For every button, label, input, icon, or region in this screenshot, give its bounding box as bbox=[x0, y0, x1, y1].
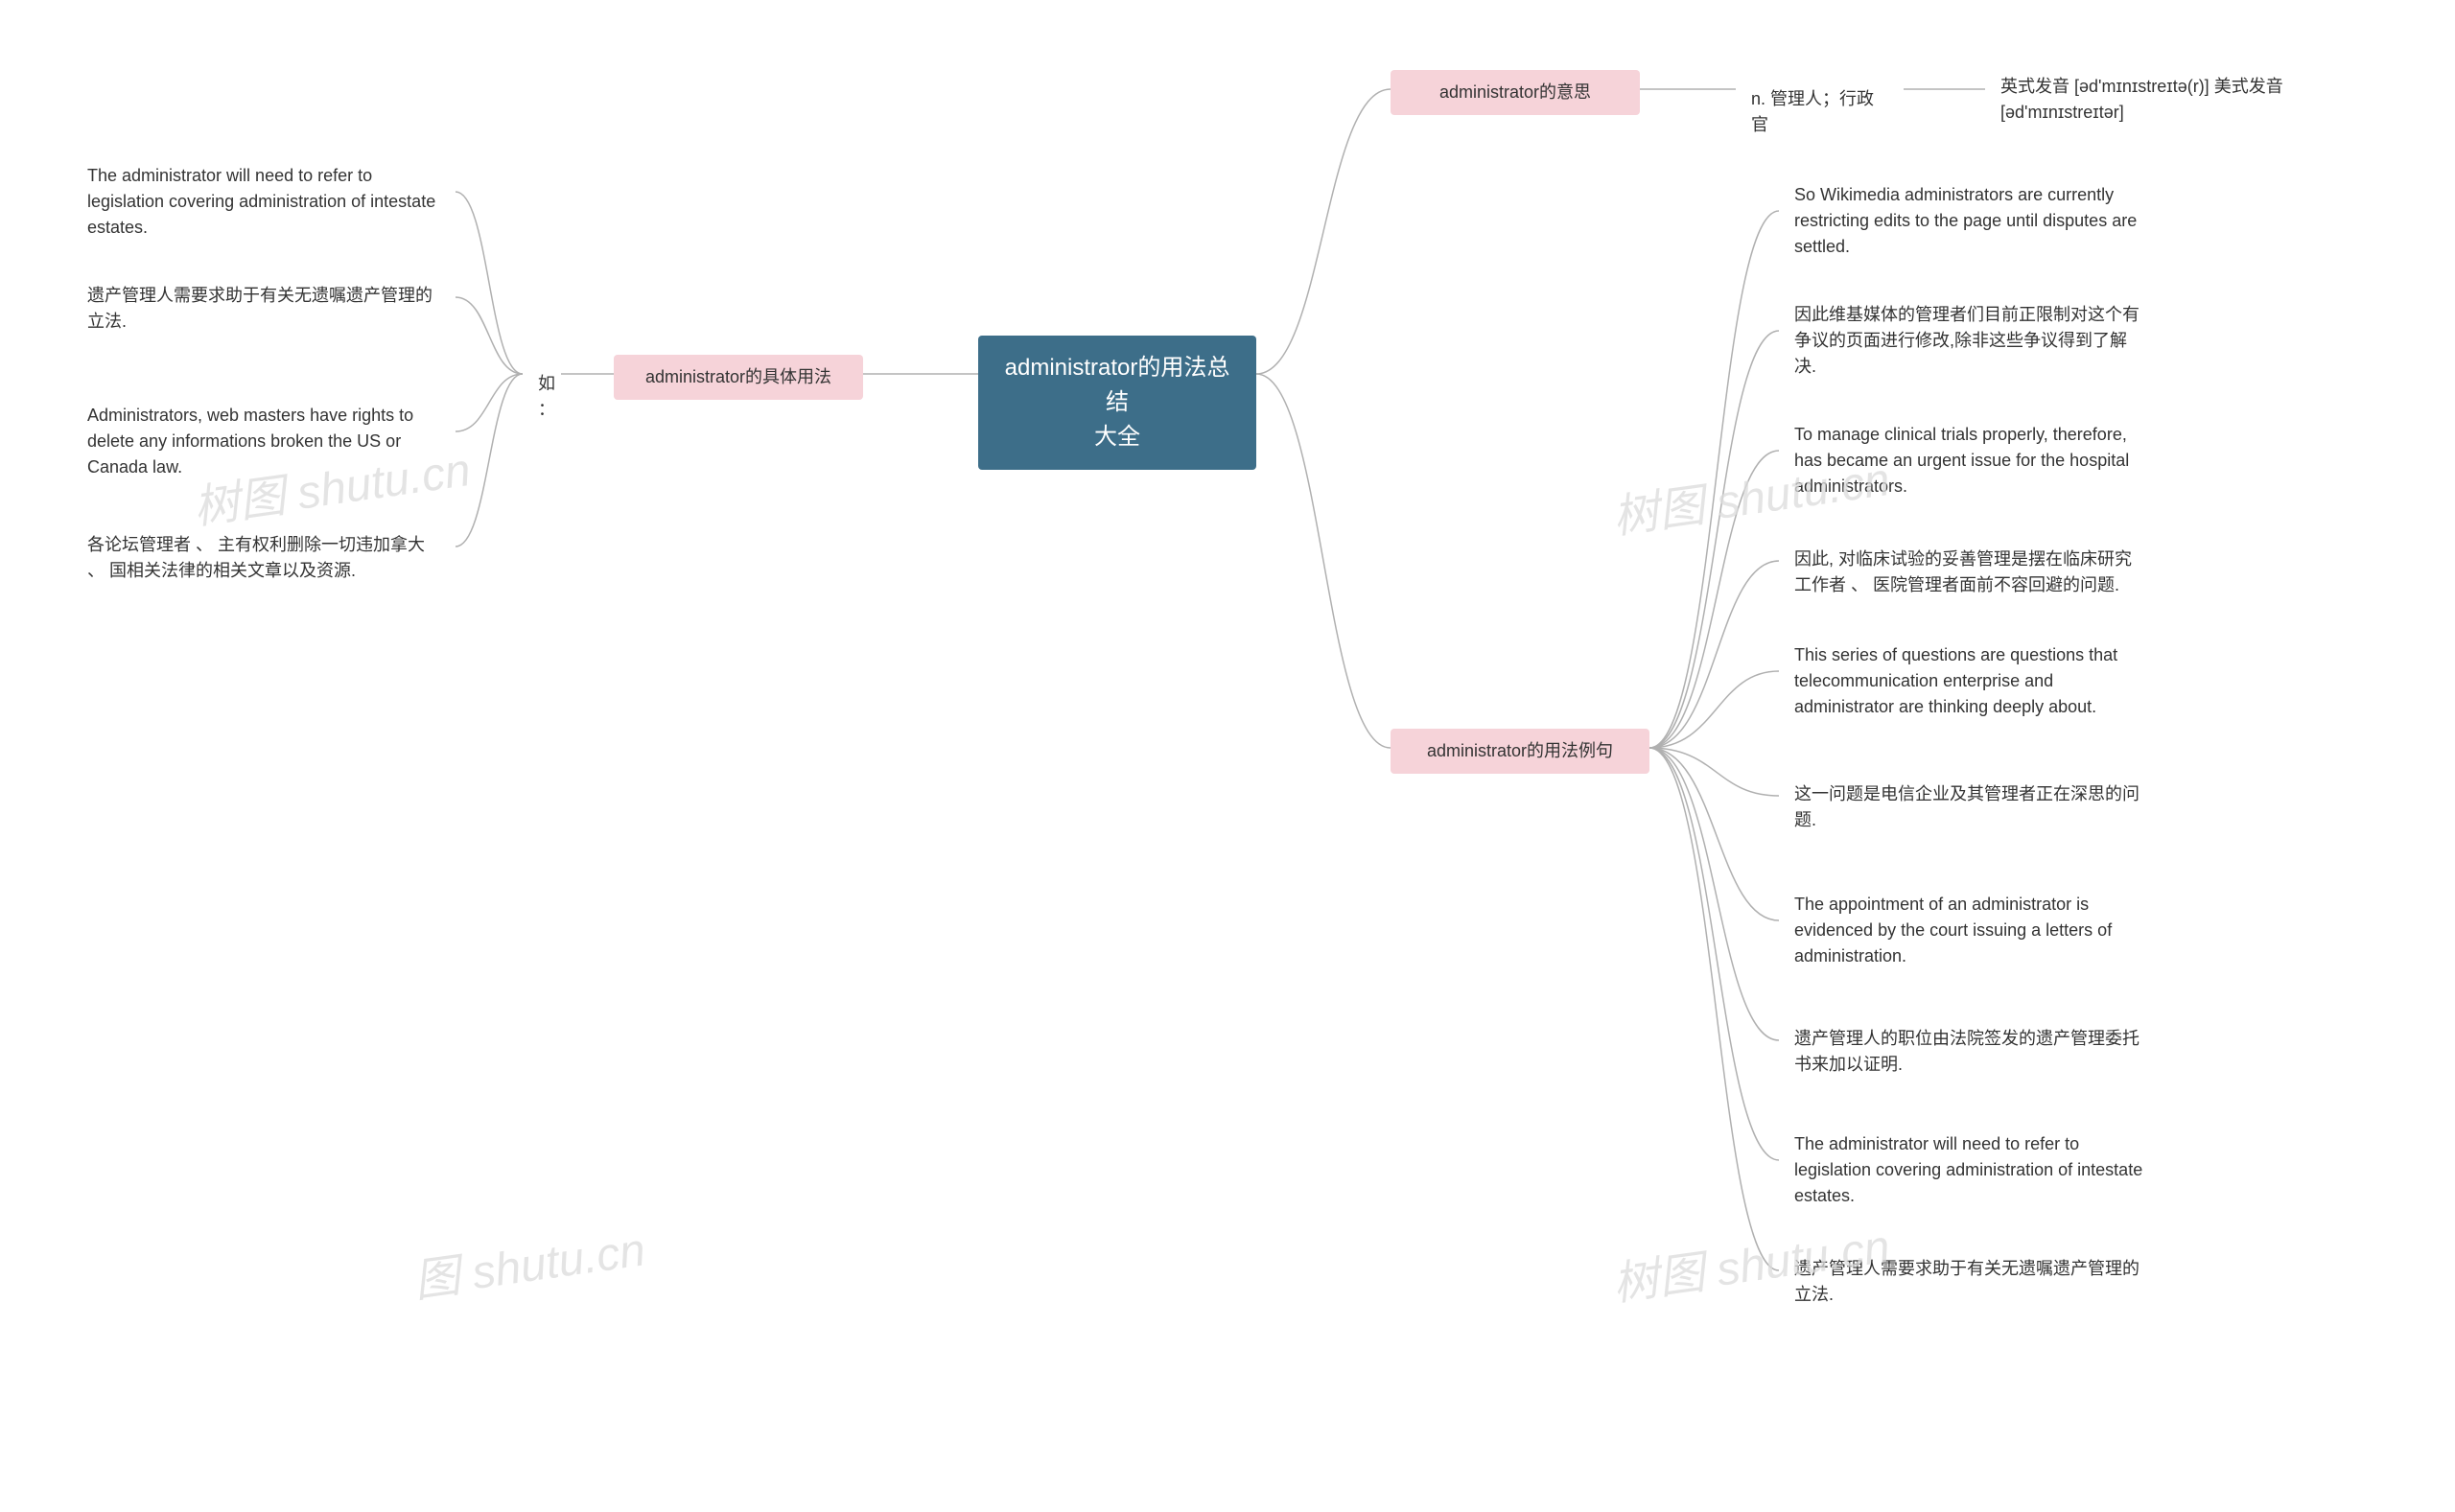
example-text: The administrator will need to refer to … bbox=[1794, 1134, 2142, 1205]
example-text: 因此维基媒体的管理者们目前正限制对这个有争议的页面进行修改,除非这些争议得到了解… bbox=[1794, 305, 2139, 376]
example-text: So Wikimedia administrators are currentl… bbox=[1794, 185, 2137, 256]
example-text: 这一问题是电信企业及其管理者正在深思的问题. bbox=[1794, 784, 2139, 829]
usage-prefix-text: 如： bbox=[538, 374, 555, 419]
watermark-text: 图 shutu.cn bbox=[410, 1224, 648, 1307]
meaning-pronunciation-text: 英式发音 [əd'mɪnɪstreɪtə(r)] 美式发音 [əd'mɪnɪst… bbox=[2000, 77, 2283, 122]
usage-text: The administrator will need to refer to … bbox=[87, 166, 435, 237]
example-text: 遗产管理人的职位由法院签发的遗产管理委托书来加以证明. bbox=[1794, 1029, 2139, 1074]
usage-text: Administrators, web masters have rights … bbox=[87, 406, 413, 477]
usage-text: 各论坛管理者 、 主有权利删除一切违加拿大 、 国相关法律的相关文章以及资源. bbox=[87, 535, 425, 580]
root-label: administrator的用法总结大全 bbox=[1005, 355, 1230, 450]
example-text: To manage clinical trials properly, ther… bbox=[1794, 425, 2129, 496]
example-item-6: The appointment of an administrator is e… bbox=[1779, 882, 2163, 979]
root-node: administrator的用法总结大全 bbox=[978, 336, 1256, 470]
example-item-7: 遗产管理人的职位由法院签发的遗产管理委托书来加以证明. bbox=[1779, 1016, 2163, 1087]
usage-item-1: 遗产管理人需要求助于有关无遗嘱遗产管理的立法. bbox=[72, 273, 456, 344]
example-item-5: 这一问题是电信企业及其管理者正在深思的问题. bbox=[1779, 772, 2163, 843]
branch-usage: administrator的具体用法 bbox=[614, 355, 863, 400]
example-item-3: 因此, 对临床试验的妥善管理是摆在临床研究工作者 、 医院管理者面前不容回避的问… bbox=[1779, 537, 2163, 608]
example-item-9: 遗产管理人需要求助于有关无遗嘱遗产管理的立法. bbox=[1779, 1246, 2163, 1317]
usage-text: 遗产管理人需要求助于有关无遗嘱遗产管理的立法. bbox=[87, 286, 433, 331]
meaning-definition-text: n. 管理人；行政官 bbox=[1751, 89, 1874, 134]
branch-examples: administrator的用法例句 bbox=[1391, 729, 1649, 774]
branch-usage-label: administrator的具体用法 bbox=[645, 367, 831, 386]
usage-prefix: 如： bbox=[523, 361, 566, 432]
branch-meaning-label: administrator的意思 bbox=[1439, 82, 1591, 102]
branch-meaning: administrator的意思 bbox=[1391, 70, 1640, 115]
example-item-4: This series of questions are questions t… bbox=[1779, 633, 2163, 730]
meaning-definition: n. 管理人；行政官 bbox=[1736, 77, 1904, 148]
example-item-2: To manage clinical trials properly, ther… bbox=[1779, 412, 2163, 509]
meaning-pronunciation: 英式发音 [əd'mɪnɪstreɪtə(r)] 美式发音 [əd'mɪnɪst… bbox=[1985, 64, 2369, 135]
example-text: The appointment of an administrator is e… bbox=[1794, 895, 2112, 965]
usage-item-3: 各论坛管理者 、 主有权利删除一切违加拿大 、 国相关法律的相关文章以及资源. bbox=[72, 523, 456, 593]
example-item-0: So Wikimedia administrators are currentl… bbox=[1779, 173, 2163, 269]
watermark: 图 shutu.cn bbox=[409, 1211, 648, 1310]
branch-examples-label: administrator的用法例句 bbox=[1427, 741, 1613, 760]
example-text: This series of questions are questions t… bbox=[1794, 645, 2117, 716]
usage-item-0: The administrator will need to refer to … bbox=[72, 153, 456, 250]
example-item-1: 因此维基媒体的管理者们目前正限制对这个有争议的页面进行修改,除非这些争议得到了解… bbox=[1779, 292, 2163, 389]
example-text: 遗产管理人需要求助于有关无遗嘱遗产管理的立法. bbox=[1794, 1259, 2139, 1304]
usage-item-2: Administrators, web masters have rights … bbox=[72, 393, 456, 490]
example-text: 因此, 对临床试验的妥善管理是摆在临床研究工作者 、 医院管理者面前不容回避的问… bbox=[1794, 549, 2132, 594]
example-item-8: The administrator will need to refer to … bbox=[1779, 1122, 2163, 1219]
